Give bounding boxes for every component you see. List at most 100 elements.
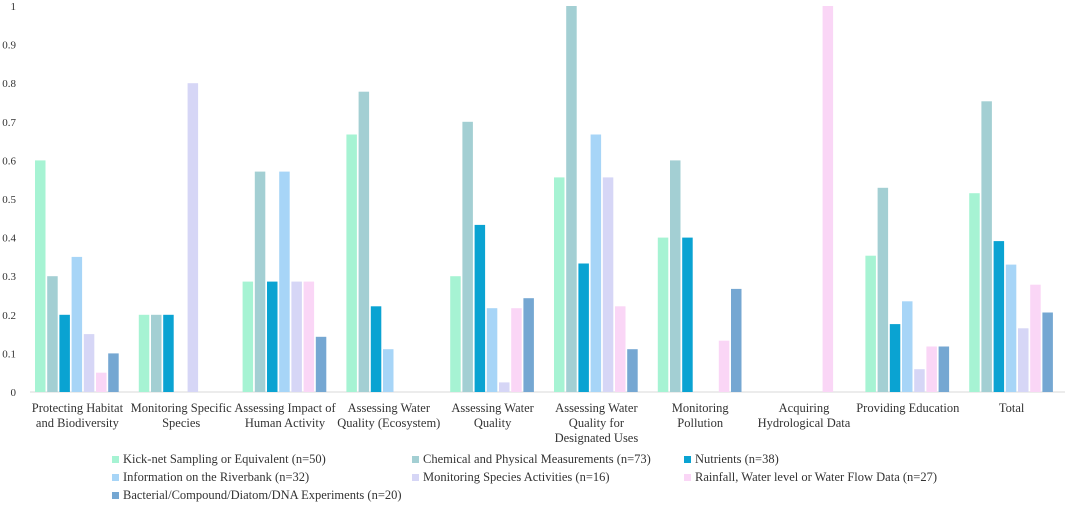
legend-swatch [112,492,119,499]
category-label-line: Human Activity [245,416,326,430]
category-label-line: Hydrological Data [758,416,851,430]
bar-series-2-cat-3 [254,171,266,392]
y-axis-ticks: 0 0.1 0.2 0.3 0.4 0.5 0.6 0.7 0.8 0.9 1 [2,1,16,399]
y-tick-label: 0.5 [2,194,16,206]
bar-series-6-cat-1 [96,372,107,392]
legend-item: Chemical and Physical Measurements (n=73… [412,452,684,467]
category-label: Providing Education [856,401,960,415]
legend-item: Kick-net Sampling or Equivalent (n=50) [112,452,412,467]
category-label-line: Quality [474,416,512,430]
bar-series-4-cat-1 [71,256,83,392]
bar-series-2-cat-6 [566,6,577,392]
bar-series-5-cat-9 [914,369,925,392]
bar-series-5-cat-5 [499,382,510,392]
y-tick-label: 0.9 [2,40,16,52]
bar-series-2-cat-5 [462,121,473,393]
bar-series-3-cat-7 [682,237,693,392]
bar-series-6-cat-3 [303,281,315,392]
category-label-line: and Biodiversity [36,416,120,430]
y-tick-label: 0 [11,387,17,399]
y-tick-label: 0.2 [2,310,16,322]
category-label: Assessing Water Quality [451,401,534,430]
category-label-line: Quality for [569,416,625,430]
bar-series-6-cat-7 [718,340,730,392]
category-label-line: Quality (Ecosystem) [337,416,440,430]
bar-series-7-cat-7 [731,288,742,392]
legend-item: Bacterial/Compound/Diatom/DNA Experiment… [112,488,412,503]
bar-series-5-cat-3 [291,281,302,392]
category-label: Assessing Impact of Human Activity [234,401,336,430]
bar-series-1-cat-2 [138,314,150,392]
category-label: Total [999,401,1025,415]
bar-series-5-cat-6 [602,177,614,392]
category-label-line: Monitoring [672,401,730,415]
legend-item: Monitoring Species Activities (n=16) [412,470,684,485]
bar-series-2-cat-9 [877,187,889,392]
y-tick-label: 1 [11,1,17,13]
bar-series-1-cat-6 [554,177,565,392]
bar-series-6-cat-9 [926,346,937,392]
legend-item: Rainfall, Water level or Water Flow Data… [684,470,1014,485]
legend-label: Rainfall, Water level or Water Flow Data… [695,470,937,484]
bar-series-1-cat-3 [242,281,254,392]
bar-series-3-cat-6 [578,263,589,392]
category-label: Monitoring Pollution [672,401,730,430]
bar-series-2-cat-2 [151,314,162,392]
bar-series-1-cat-1 [35,160,46,392]
bar-series-2-cat-4 [358,91,370,392]
bar-series-7-cat-5 [523,298,534,392]
bar-series-7-cat-10 [1042,312,1053,392]
legend-swatch [112,456,119,463]
bar-series-4-cat-3 [279,171,290,392]
category-label-line: Designated Uses [555,431,639,445]
bar-series-1-cat-7 [657,237,669,392]
legend-swatch [412,474,419,481]
category-label-line: Assessing Water [555,401,638,415]
bar-series-1-cat-9 [865,255,876,392]
y-tick-label: 0.3 [2,271,16,283]
bar-series-5-cat-2 [187,83,199,392]
bar-series-7-cat-9 [938,346,950,392]
bar-series-4-cat-4 [383,349,394,392]
bar-series-6-cat-6 [615,306,626,392]
bar-series-2-cat-1 [47,276,58,392]
category-label-line: Assessing Water [451,401,534,415]
legend-swatch [112,474,119,481]
legend-label: Bacterial/Compound/Diatom/DNA Experiment… [123,488,402,502]
bar-series-3-cat-9 [889,324,901,392]
grouped-bar-chart: 0 0.1 0.2 0.3 0.4 0.5 0.6 0.7 0.8 0.9 1 Protecting… [2,1,1065,445]
bar-series-2-cat-7 [670,160,681,392]
bar-series-7-cat-3 [315,336,327,392]
legend-item: Information on the Riverbank (n=32) [112,470,412,485]
category-label: Assessing Water Quality for Designated Use… [555,401,639,445]
bar-series-5-cat-1 [83,334,95,392]
bar-series-3-cat-5 [474,224,486,392]
bar-series-1-cat-10 [969,193,980,392]
legend-label: Chemical and Physical Measurements (n=73… [423,452,651,466]
bar-series-4-cat-10 [1005,264,1017,392]
bar-series-7-cat-6 [627,349,638,392]
bar-series-3-cat-2 [163,314,174,392]
bar-series-6-cat-10 [1030,284,1041,392]
y-tick-label: 0.6 [2,155,16,167]
bar-series-3-cat-10 [993,241,1005,392]
y-tick-label: 0.4 [2,233,16,245]
y-tick-label: 0.7 [2,117,16,129]
category-label: Acquiring Hydrological Data [758,401,851,430]
legend-swatch [412,456,419,463]
bar-series-3-cat-1 [59,314,70,392]
bar-series-5-cat-10 [1018,328,1029,392]
legend-swatch [684,456,691,463]
legend-label: Kick-net Sampling or Equivalent (n=50) [123,452,326,466]
y-tick-label: 0.8 [2,78,16,90]
legend-swatch [684,474,691,481]
legend-item: Nutrients (n=38) [684,452,1014,467]
category-label-line: Monitoring Specific [131,401,232,415]
category-label: Assessing Water Quality (Ecosystem) [337,401,440,430]
bar-series-3-cat-3 [267,281,278,392]
category-label: Protecting Habitat and Biodiversity [32,401,124,430]
category-label: Monitoring Specific Species [131,401,232,430]
category-label-line: Acquiring [779,401,830,415]
category-label-line: Assessing Impact of [234,401,336,415]
legend-label: Nutrients (n=38) [695,452,779,466]
